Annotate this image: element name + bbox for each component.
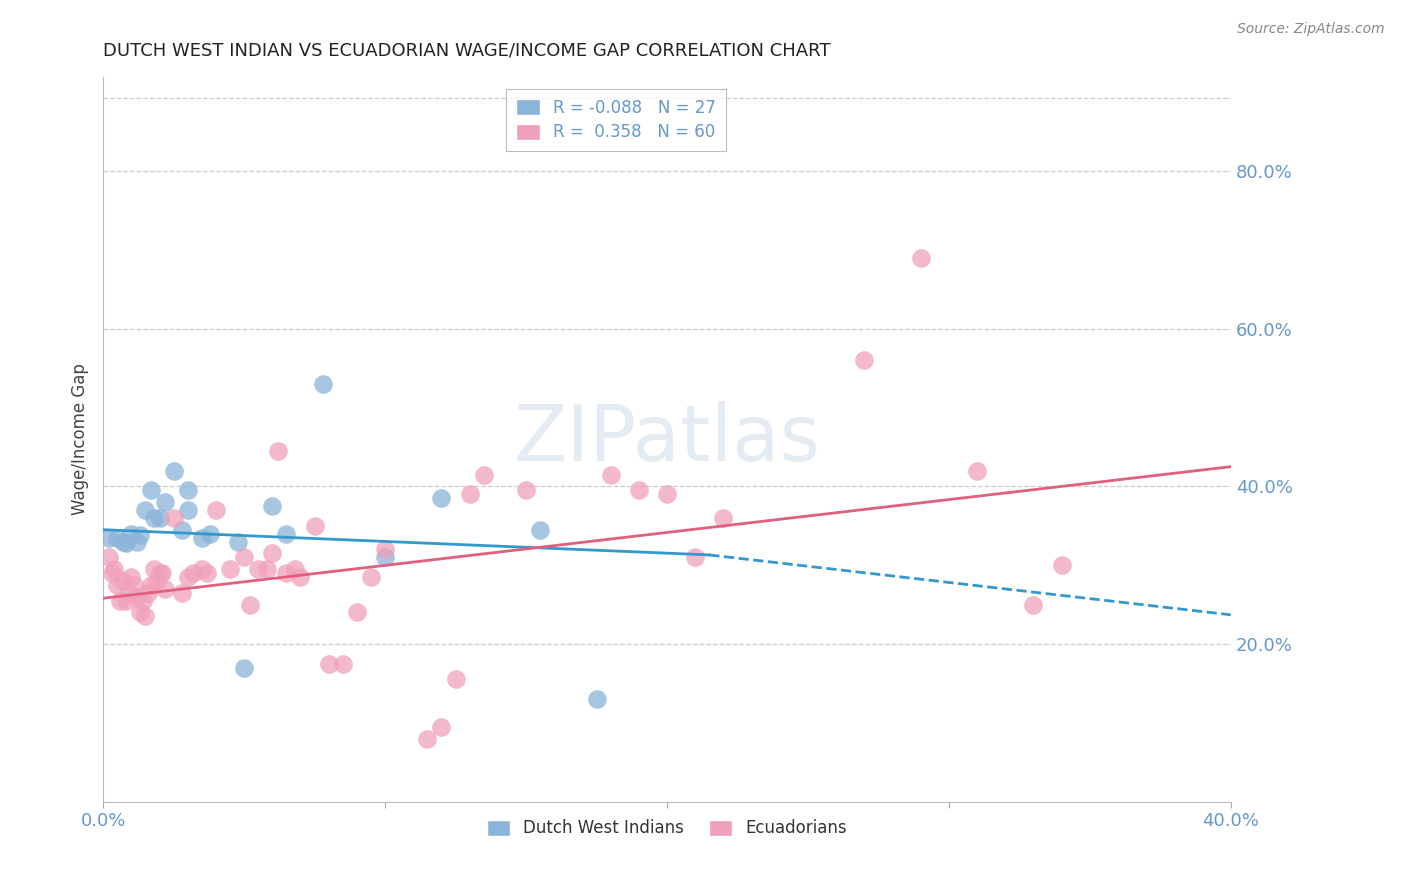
Point [162,511,184,525]
Point [444,673,467,687]
Point [346,606,368,620]
Point [239,598,262,612]
Point [655,487,678,501]
Point [585,692,607,706]
Point [219,562,242,576]
Point [103,562,125,576]
Point [1022,598,1045,612]
Point [627,483,650,498]
Point [142,511,165,525]
Text: DUTCH WEST INDIAN VS ECUADORIAN WAGE/INCOME GAP CORRELATION CHART: DUTCH WEST INDIAN VS ECUADORIAN WAGE/INC… [103,42,831,60]
Point [853,353,876,368]
Point [153,495,176,509]
Point [374,550,396,565]
Point [105,578,128,592]
Point [142,562,165,576]
Point [256,562,278,576]
Point [332,657,354,671]
Point [134,503,156,517]
Point [205,503,228,517]
Point [515,483,537,498]
Point [304,518,326,533]
Point [177,483,200,498]
Point [125,590,148,604]
Point [139,578,162,592]
Point [290,570,312,584]
Point [262,546,284,560]
Point [105,531,128,545]
Point [139,483,162,498]
Point [125,534,148,549]
Point [128,606,150,620]
Point [458,487,481,501]
Point [683,550,706,565]
Legend: Dutch West Indians, Ecuadorians: Dutch West Indians, Ecuadorians [479,813,853,844]
Point [276,566,298,580]
Point [374,542,396,557]
Point [120,570,142,584]
Point [529,523,551,537]
Point [97,531,120,545]
Point [111,534,134,549]
Point [145,574,167,588]
Point [233,660,256,674]
Point [177,503,200,517]
Point [134,609,156,624]
Point [599,467,621,482]
Point [430,491,453,506]
Point [114,536,136,550]
Point [711,511,734,525]
Point [197,566,219,580]
Point [200,526,222,541]
Point [100,566,122,580]
Point [284,562,307,576]
Point [153,582,176,596]
Point [114,593,136,607]
Point [228,534,250,549]
Point [148,511,170,525]
Point [122,578,145,592]
Point [128,528,150,542]
Point [148,566,170,580]
Point [1050,558,1073,573]
Point [150,566,173,580]
Point [136,586,159,600]
Point [910,251,932,265]
Point [276,526,298,541]
Point [191,562,214,576]
Point [162,464,184,478]
Text: ZIPatlas: ZIPatlas [513,401,821,477]
Point [183,566,205,580]
Point [247,562,270,576]
Point [312,376,335,391]
Point [170,586,193,600]
Text: Source: ZipAtlas.com: Source: ZipAtlas.com [1237,22,1385,37]
Point [472,467,495,482]
Point [233,550,256,565]
Point [966,464,988,478]
Point [120,526,142,541]
Point [360,570,382,584]
Point [97,550,120,565]
Y-axis label: Wage/Income Gap: Wage/Income Gap [72,363,89,515]
Point [416,731,439,746]
Point [430,720,453,734]
Point [177,570,200,584]
Point [108,593,131,607]
Point [117,586,139,600]
Point [131,593,153,607]
Point [262,499,284,513]
Point [111,574,134,588]
Point [191,531,214,545]
Point [267,443,290,458]
Point [318,657,340,671]
Point [170,523,193,537]
